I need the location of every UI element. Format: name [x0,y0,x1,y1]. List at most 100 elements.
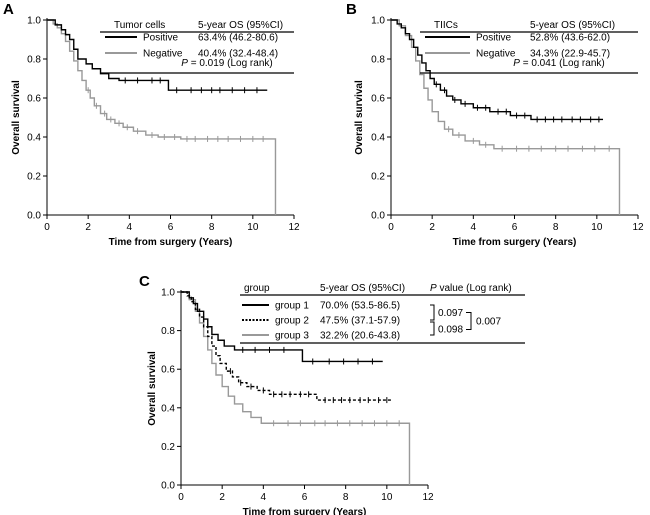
survival-curve [47,19,268,91]
x-tick-label: 0 [44,222,50,233]
x-tick-label: 6 [512,222,518,233]
x-tick-label: 2 [85,222,91,233]
p-value: = 0.019 (Log rank) [188,58,273,69]
legend-value: 70.0% (53.5-86.5) [320,301,400,312]
series-negative [47,19,277,215]
p-symbol: P [430,283,437,294]
x-tick-label: 10 [381,492,393,503]
legend-value: 34.3% (22.9-45.7) [530,49,610,60]
x-axis-title: Time from surgery (Years) [243,507,367,515]
x-tick-label: 0 [388,222,394,233]
x-tick-label: 2 [219,492,225,503]
panel-a: A 0 2 4 6 8 10 12 0.0 0.2 0.4 0.6 0.8 1.0 Time from su… [3,1,300,248]
y-tick-label: 0.2 [161,442,175,453]
y-tick-label: 0.0 [27,211,41,222]
y-tick-label: 1.0 [27,16,41,27]
legend-label: Negative [476,49,516,60]
y-tick-label: 1.0 [371,16,385,27]
series-positive [391,19,604,123]
y-tick-label: 0.8 [371,55,385,66]
y-tick-label: 0.0 [371,211,385,222]
p-value: = 0.041 (Log rank) [520,58,605,69]
panel-b: B 0 2 4 6 8 10 12 0.0 0.2 0.4 0.6 0.8 1.0 Time from su… [346,1,644,248]
p-value-g2-g3: 0.098 [438,325,463,336]
bracket-1-2 [430,304,435,321]
series-group-1 [181,291,383,365]
legend-label: Positive [143,33,178,44]
bracket-overall [466,312,472,330]
x-tick-label: 6 [168,222,174,233]
y-tick-label: 0.6 [161,365,175,376]
x-tick-label: 2 [429,222,435,233]
survival-curve [181,291,391,401]
y-tick-label: 0.6 [371,94,385,105]
x-axis-title: Time from surgery (Years) [453,237,577,248]
p-value-text: P = 0.019 (Log rank) [181,58,272,69]
legend-header-p: P value (Log rank) [430,283,512,294]
legend-value: 40.4% (32.4-48.4) [198,49,278,60]
survival-curve [181,291,383,363]
y-axis-title: Overall survival [147,351,158,426]
legend-value: 47.5% (37.1-57.9) [320,316,400,327]
legend-header-os: 5-year OS (95%CI) [320,283,405,294]
x-tick-label: 4 [471,222,477,233]
series-negative [391,19,621,215]
x-tick-label: 8 [343,492,349,503]
legend: Tumor cells 5-year OS (95%CI) Positive 63.4… [100,20,294,74]
x-tick-label: 4 [261,492,267,503]
panel-c: C 0 2 4 6 8 10 12 0.0 0.2 0.4 0.6 0.8 1.0 Time from su… [139,273,525,515]
x-tick-label: 6 [302,492,308,503]
p-value-g1-g2: 0.097 [438,308,463,319]
bracket-2-3 [430,321,435,336]
series-positive [47,19,268,94]
x-tick-label: 4 [127,222,133,233]
p-symbol: P [513,58,520,69]
legend-header-group: group [244,283,270,294]
legend-label: group 2 [275,316,309,327]
legend-header-os: 5-year OS (95%CI) [530,20,615,31]
p-header-rest: value (Log rank) [437,283,512,294]
y-tick-label: 0.4 [27,133,41,144]
x-tick-label: 12 [288,222,300,233]
legend-header-os: 5-year OS (95%CI) [198,20,283,31]
y-tick-label: 0.0 [161,481,175,492]
legend-header-group: Tumor cells [114,20,165,31]
legend-label: group 3 [275,331,309,342]
legend-label: Positive [476,33,511,44]
y-tick-label: 0.2 [27,172,41,183]
y-tick-label: 0.8 [27,55,41,66]
y-axis-title: Overall survival [354,80,365,155]
p-symbol: P [181,58,188,69]
panel-letter: C [139,273,150,290]
legend-label: group 1 [275,301,309,312]
y-tick-label: 0.6 [27,94,41,105]
x-tick-label: 8 [209,222,215,233]
series-group-2 [181,291,391,404]
survival-curve [47,19,277,215]
legend: group 5-year OS (95%CI) P value (Log rank)… [240,283,525,344]
legend-value: 52.8% (43.6-62.0) [530,33,610,44]
x-tick-label: 0 [178,492,184,503]
y-tick-label: 1.0 [161,288,175,299]
x-tick-label: 12 [422,492,434,503]
x-tick-label: 12 [632,222,644,233]
y-axis-title: Overall survival [11,80,22,155]
y-tick-label: 0.8 [161,326,175,337]
p-value-overall: 0.007 [476,317,501,328]
legend-header-group: TIICs [434,20,458,31]
survival-curve [391,19,621,215]
x-tick-label: 10 [247,222,259,233]
legend-value: 32.2% (20.6-43.8) [320,331,400,342]
survival-curve [391,19,604,121]
legend-value: 63.4% (46.2-80.6) [198,33,278,44]
y-tick-label: 0.4 [371,133,385,144]
y-tick-label: 0.2 [371,172,385,183]
x-axis-title: Time from surgery (Years) [109,237,233,248]
legend-label: Negative [143,49,183,60]
p-value-text: P = 0.041 (Log rank) [513,58,604,69]
y-tick-label: 0.4 [161,403,175,414]
x-tick-label: 10 [591,222,603,233]
panel-letter: B [346,1,357,18]
x-tick-label: 8 [553,222,559,233]
